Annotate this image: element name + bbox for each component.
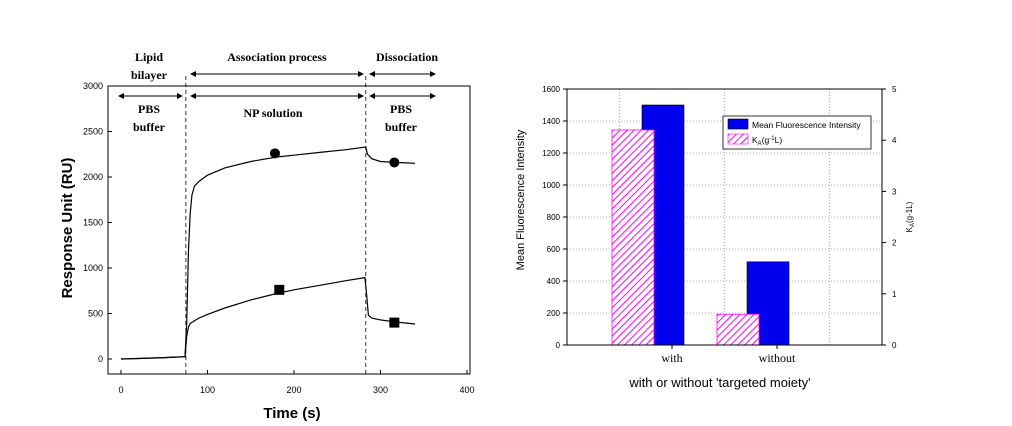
y-tick-label: 1600	[542, 85, 560, 94]
phase-label-dissociation: Dissociation	[376, 50, 438, 64]
phase-label-lipid-1: Lipid	[135, 50, 163, 64]
y-tick-label: 400	[547, 277, 561, 286]
series-line-circle	[120, 146, 416, 360]
chart2-x-axis-label: with or without 'targeted moiety'	[628, 375, 810, 390]
chart2-x-ticks: with without	[661, 345, 796, 365]
y-tick-label: 500	[88, 309, 103, 319]
phase-label-pbs2-a: PBS	[390, 102, 412, 116]
bar-ka-with	[611, 129, 655, 346]
x-tick-label-without: without	[759, 351, 796, 365]
legend-frame	[722, 115, 872, 150]
x-tick-label: 0	[118, 385, 123, 395]
phase-label-lipid-2: bilayer	[131, 68, 168, 82]
y-tick-label: 200	[547, 309, 561, 318]
phase-label-pbs1-a: PBS	[138, 102, 160, 116]
legend-swatch-mfi	[727, 118, 749, 130]
right-y-tick-label: 4	[892, 136, 897, 145]
chart2-y-axis-label: Mean Fluorescence Intensity	[515, 129, 527, 270]
series-marker-circle	[269, 148, 280, 159]
right-y-tick-label: 3	[892, 187, 897, 196]
chart2-right-y-ticks: 0 1 2 3 4 5	[882, 85, 897, 350]
chart1-phase-annotations: Lipid bilayer Association process Dissociat…	[118, 50, 438, 374]
np-arrow-head-left	[190, 93, 196, 99]
chart2-bars	[611, 104, 790, 346]
chart2-plot-frame	[566, 88, 883, 346]
y-tick-label: 1000	[542, 181, 560, 190]
series-marker-square	[274, 284, 285, 295]
chart1-x-ticks: 0 100 200 300 400	[118, 370, 475, 395]
pbs1-arrow-head-right	[177, 93, 183, 99]
np-arrow-head-right	[358, 93, 364, 99]
y-tick-label: 600	[547, 245, 561, 254]
legend-swatch-ka	[727, 133, 749, 145]
y-tick-label: 800	[547, 213, 561, 222]
phase-label-pbs2-b: buffer	[385, 120, 418, 134]
y-tick-label: 0	[556, 341, 561, 350]
dissociation-arrow-head-right	[430, 71, 436, 77]
legend-label-ka: KA(g-1L)	[752, 135, 782, 147]
y-tick-label: 2500	[83, 127, 103, 137]
phase-label-association: Association process	[227, 50, 327, 64]
right-y-tick-label: 5	[892, 85, 897, 94]
y-tick-label: 0	[98, 354, 103, 364]
chart2-left-y-ticks: 0 200 400 600 800 1000 1200 1400 1600	[542, 85, 567, 350]
pbs2-arrow-head-left	[369, 93, 375, 99]
right-y-tick-label: 1	[892, 290, 897, 299]
chart1-x-axis-label: Time (s)	[263, 405, 320, 422]
dissociation-arrow-head-left	[369, 71, 375, 77]
y-tick-label: 1500	[83, 218, 103, 228]
y-tick-label: 1000	[83, 263, 103, 273]
phase-label-pbs1-b: buffer	[133, 120, 166, 134]
chart2-legend: Mean Fluorescence Intensity KA(g-1L)	[722, 115, 872, 150]
association-arrow-head-left	[190, 71, 196, 77]
bar-ka-without	[716, 313, 760, 346]
pbs1-arrow-head-left	[118, 93, 124, 99]
pbs2-arrow-head-right	[430, 93, 436, 99]
x-tick-label: 100	[200, 385, 215, 395]
bar-mfi-without	[746, 261, 790, 346]
y-tick-label: 1400	[542, 117, 560, 126]
right-y-tick-label: 0	[892, 341, 897, 350]
series-marker-square	[389, 317, 400, 328]
chart2-grid	[567, 89, 882, 345]
x-tick-label-with: with	[661, 351, 682, 365]
x-tick-label: 400	[459, 385, 474, 395]
chart1-y-axis-label: Response Unit (RU)	[59, 158, 76, 299]
y-tick-label: 3000	[83, 81, 103, 91]
series-marker-circle	[389, 157, 400, 168]
series-line-square	[120, 276, 416, 360]
y-tick-label: 2000	[83, 172, 103, 182]
right-y-tick-label: 2	[892, 239, 897, 248]
chart2-right-axis-label: KA(g-1L)	[905, 201, 916, 232]
phase-label-np: NP solution	[243, 106, 302, 120]
bar-mfi-with	[641, 104, 685, 346]
chart1-plot-frame	[107, 85, 471, 375]
x-tick-label: 200	[286, 385, 301, 395]
y-tick-label: 1200	[542, 149, 560, 158]
association-arrow-head-right	[358, 71, 364, 77]
chart1-series	[120, 146, 416, 360]
chart1-y-ticks: 0 500 1000 1500 2000 2500 3000	[83, 81, 112, 364]
response-unit-chart: 0 500 1000 1500 2000 2500 3000 0 100 200 300 400 L…	[59, 50, 475, 422]
legend-label-mfi: Mean Fluorescence Intensity	[752, 120, 861, 130]
x-tick-label: 300	[373, 385, 388, 395]
